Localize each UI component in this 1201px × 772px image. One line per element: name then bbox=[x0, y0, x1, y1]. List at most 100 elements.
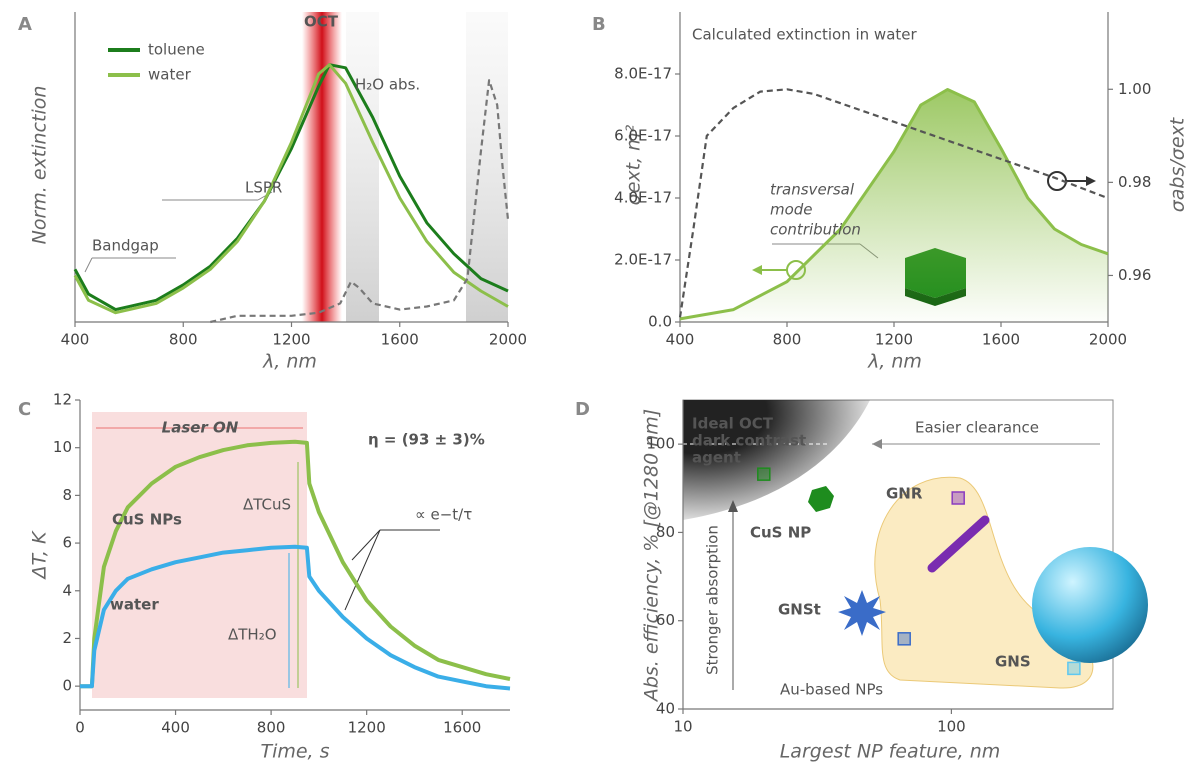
line bbox=[678, 88, 1109, 318]
y-tick-label: 2 bbox=[62, 629, 72, 647]
y-tick-label: 10 bbox=[53, 438, 72, 456]
x-tick-label: 400 bbox=[666, 331, 695, 349]
point bbox=[897, 632, 911, 646]
area bbox=[680, 89, 1108, 322]
annotation: mode bbox=[770, 201, 813, 219]
legend-label: toluene bbox=[148, 41, 205, 59]
x-tick-label: 800 bbox=[773, 331, 802, 349]
point bbox=[757, 467, 771, 481]
line bbox=[73, 63, 509, 315]
annotation: Laser ON bbox=[162, 419, 239, 437]
leader-line bbox=[351, 529, 381, 561]
y2-tick-label: 0.98 bbox=[1118, 173, 1151, 191]
y-tick-label: 0 bbox=[62, 677, 72, 695]
y-tick-label: 6.0E-17 bbox=[614, 127, 672, 145]
arrow-head bbox=[752, 265, 762, 275]
line bbox=[80, 439, 511, 689]
y-tick-label: 4 bbox=[62, 581, 72, 599]
x-tick-label: 400 bbox=[61, 331, 90, 349]
annotation: H₂O abs. bbox=[355, 76, 420, 94]
x-tick-label: 1600 bbox=[381, 331, 419, 349]
arrow-head bbox=[872, 439, 882, 449]
x-tick-label: 1200 bbox=[272, 331, 310, 349]
annotation: ΔTH₂O bbox=[228, 626, 277, 644]
line bbox=[210, 79, 510, 324]
annotation: LSPR bbox=[245, 179, 282, 197]
annotation: Stronger absorption bbox=[704, 525, 722, 675]
y2-tick-label: 0.96 bbox=[1118, 266, 1151, 284]
arrow-head bbox=[728, 500, 738, 512]
series-label: GNS bbox=[995, 653, 1031, 671]
y-axis-label: ΔT, K bbox=[29, 530, 51, 580]
x-tick-label: 10 bbox=[673, 718, 692, 736]
annotation: dark contrast bbox=[692, 432, 806, 450]
annotation: ∝ e−t/τ bbox=[415, 506, 472, 524]
hex-icon bbox=[808, 486, 834, 512]
annotation: Au-based NPs bbox=[780, 681, 883, 699]
ideal-region bbox=[683, 400, 870, 520]
y-tick-label: 8 bbox=[62, 486, 72, 504]
point bbox=[951, 491, 965, 505]
panel-label: B bbox=[592, 14, 606, 35]
x-tick-label: 1600 bbox=[443, 719, 481, 737]
y-tick-label: 40 bbox=[656, 700, 675, 718]
panel-label: C bbox=[18, 399, 31, 420]
leader-line bbox=[344, 529, 381, 611]
series-label: CuS NP bbox=[750, 524, 811, 542]
series-label: CuS NPs bbox=[112, 511, 182, 529]
point bbox=[1067, 661, 1081, 676]
annotation: OCT bbox=[304, 13, 339, 31]
annotation: Easier clearance bbox=[915, 419, 1039, 437]
annotation: transversal bbox=[770, 181, 855, 199]
y-axis-label: Norm. extinction bbox=[29, 86, 51, 245]
x-axis-label: Largest NP feature, nm bbox=[780, 741, 1001, 763]
y-tick-label: 4.0E-17 bbox=[614, 189, 672, 207]
x-tick-label: 2000 bbox=[1089, 331, 1127, 349]
y-axis-label: Abs. efficiency, % [@1280 nm] bbox=[641, 409, 663, 703]
line bbox=[73, 63, 509, 312]
y-tick-label: 80 bbox=[656, 523, 675, 541]
x-axis-label: λ, nm bbox=[867, 351, 922, 373]
y-tick-label: 60 bbox=[656, 611, 675, 629]
y-tick-label: 12 bbox=[53, 391, 72, 409]
annotation: agent bbox=[692, 449, 741, 467]
annotation: ΔTCuS bbox=[243, 496, 291, 514]
x-tick-label: 1200 bbox=[348, 719, 386, 737]
line bbox=[679, 88, 1109, 321]
x-tick-label: 2000 bbox=[489, 331, 527, 349]
y-tick-label: 100 bbox=[646, 435, 675, 453]
series-label: water bbox=[110, 596, 159, 614]
x-axis-label: Time, s bbox=[260, 741, 329, 763]
annotation: Ideal OCT bbox=[692, 415, 774, 433]
annotation: contribution bbox=[770, 221, 861, 239]
rod-icon bbox=[927, 515, 990, 573]
oct-band bbox=[302, 12, 342, 322]
star-icon bbox=[838, 590, 886, 636]
annotation: η = (93 ± 3)% bbox=[368, 431, 485, 449]
laser-on-region bbox=[92, 412, 307, 698]
y-tick-label: 0.0 bbox=[648, 313, 672, 331]
x-tick-label: 800 bbox=[257, 719, 286, 737]
panel-label: A bbox=[18, 14, 32, 35]
line bbox=[80, 544, 511, 691]
y2-axis-label: σabs/σext bbox=[1167, 116, 1189, 212]
water-band bbox=[346, 12, 379, 322]
y-tick-label: 2.0E-17 bbox=[614, 251, 672, 269]
y2-tick-label: 1.00 bbox=[1118, 80, 1151, 98]
arrow-head bbox=[1086, 176, 1096, 186]
leader-line bbox=[84, 257, 93, 273]
x-tick-label: 100 bbox=[937, 718, 966, 736]
legend-label: water bbox=[148, 66, 192, 84]
x-tick-label: 400 bbox=[161, 719, 190, 737]
y-tick-label: 6 bbox=[62, 534, 72, 552]
chart-title: Calculated extinction in water bbox=[692, 26, 918, 44]
x-tick-label: 800 bbox=[169, 331, 198, 349]
series-label: GNR bbox=[886, 485, 923, 503]
x-tick-label: 0 bbox=[75, 719, 85, 737]
x-axis-label: λ, nm bbox=[262, 351, 317, 373]
y-tick-label: 8.0E-17 bbox=[614, 65, 672, 83]
series-label: GNSt bbox=[778, 601, 821, 619]
y-axis-label: σext, m² bbox=[623, 124, 645, 205]
x-tick-label: 1200 bbox=[875, 331, 913, 349]
